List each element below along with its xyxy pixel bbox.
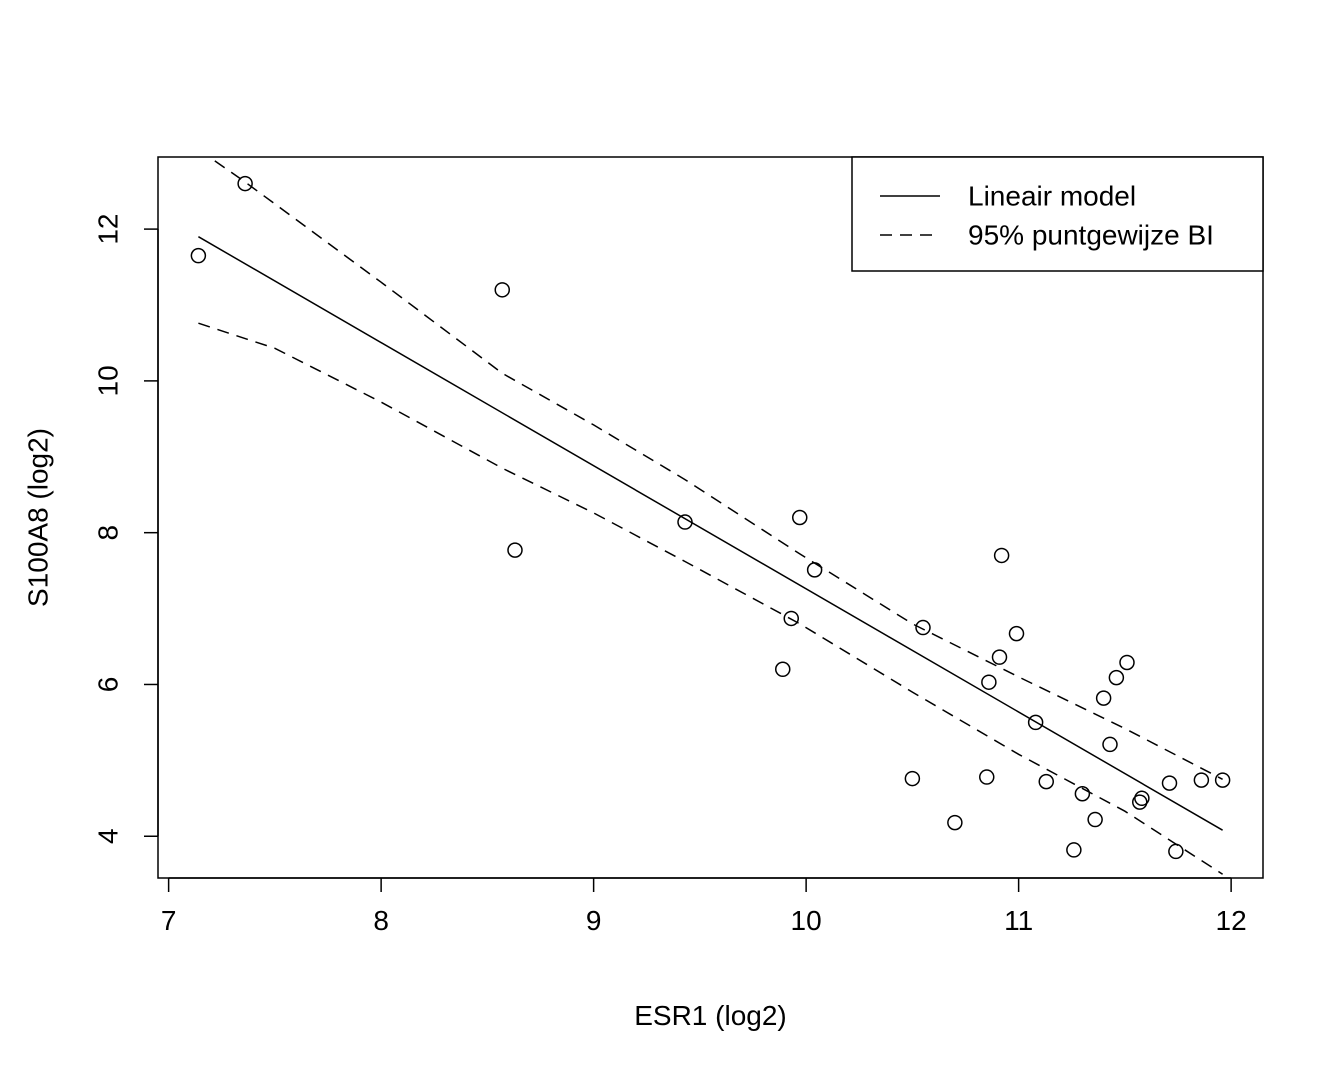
data-point xyxy=(904,770,921,787)
data-point xyxy=(1027,714,1044,731)
data-point xyxy=(1214,772,1231,788)
y-tick-label: 4 xyxy=(93,828,124,844)
legend-box xyxy=(851,156,1264,272)
x-tick-label: 10 xyxy=(791,905,822,936)
axes: 7 8 9 10 11 12 4 6 8 10 12 xyxy=(93,156,1264,936)
y-tick-label: 8 xyxy=(93,525,124,541)
ci-upper-line xyxy=(207,157,1223,780)
data-point xyxy=(792,509,808,526)
data-point xyxy=(1095,690,1112,706)
plot-area xyxy=(190,157,1231,875)
data-point xyxy=(1119,654,1135,671)
data-point xyxy=(1008,625,1025,642)
legend-entry-confidence-interval: 95% puntgewijze BI xyxy=(968,220,1214,251)
legend: Lineair model 95% puntgewijze BI xyxy=(851,156,1264,272)
data-point xyxy=(1193,772,1210,788)
data-point xyxy=(1066,842,1082,858)
data-point xyxy=(915,619,931,636)
data-point xyxy=(783,610,799,627)
data-point xyxy=(494,282,510,298)
x-tick-label: 9 xyxy=(586,905,602,936)
data-point xyxy=(1134,790,1150,807)
data-point xyxy=(981,674,997,690)
data-point xyxy=(507,542,523,558)
y-tick-label: 6 xyxy=(93,677,124,693)
data-point xyxy=(1074,786,1091,802)
y-axis-label: S100A8 (log2) xyxy=(23,428,54,607)
data-point xyxy=(993,547,1010,564)
ci-lower-line xyxy=(198,322,1224,875)
fit-line xyxy=(198,236,1223,831)
data-point xyxy=(677,514,693,530)
x-tick-label: 11 xyxy=(1004,905,1033,936)
legend-entry-lineair-model: Lineair model xyxy=(968,181,1136,212)
data-point xyxy=(1168,843,1184,860)
data-point xyxy=(1132,794,1148,810)
data-point xyxy=(190,247,207,264)
x-tick-label: 7 xyxy=(161,905,177,936)
data-point xyxy=(1087,811,1103,828)
data-point xyxy=(979,769,995,785)
data-point xyxy=(237,175,253,192)
x-tick-label: 12 xyxy=(1216,905,1247,936)
y-tick-label: 10 xyxy=(93,365,124,396)
y-tick-label: 12 xyxy=(93,214,124,245)
data-point xyxy=(775,661,791,678)
x-axis-label: ESR1 (log2) xyxy=(634,1000,787,1031)
data-point xyxy=(1102,736,1118,753)
data-point xyxy=(947,814,963,831)
data-point xyxy=(1038,773,1054,790)
data-point xyxy=(1108,669,1125,686)
data-point xyxy=(806,562,823,578)
data-point xyxy=(991,649,1008,665)
x-tick-label: 8 xyxy=(373,905,389,936)
data-point xyxy=(1161,775,1178,791)
